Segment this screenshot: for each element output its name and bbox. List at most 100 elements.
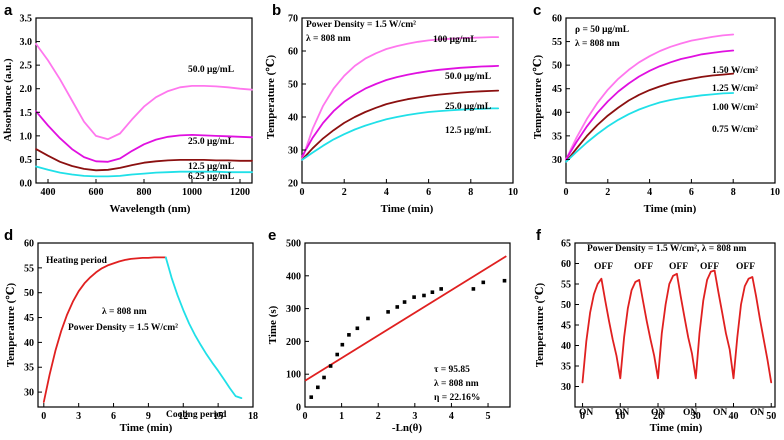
plot-area-a [35, 17, 253, 184]
fit-line-e [304, 255, 507, 382]
y-tick-label-c-5: 55 [552, 37, 562, 48]
y-tick-label-f-2: 40 [561, 341, 571, 352]
y-tick-label-f-0: 30 [561, 382, 571, 393]
panel-label-f: f [536, 227, 542, 244]
info-d-wavelength: λ = 808 nm [102, 307, 147, 317]
info-e-eta: η = 22.16% [434, 393, 480, 403]
series-line-c-0 [565, 33, 735, 161]
series-line-f-0 [581, 269, 773, 384]
y-tick-label-f-4: 50 [561, 300, 571, 311]
x-tick-label-b-0: 0 [300, 187, 305, 198]
series-line-b-0 [301, 36, 500, 161]
x-axis-label-b: Time (min) [381, 203, 434, 215]
y-tick-label-d-2: 40 [24, 338, 34, 349]
y-tick-label-a-1: 0.5 [20, 155, 33, 166]
axis-ticks-e: 0 1 2 3 4 5 0 100 200 300 400 500 [286, 239, 491, 423]
axis-ticks-b: 0 2 4 6 8 10 20 30 40 50 60 70 [288, 14, 518, 199]
x-tick-label-c-2: 4 [647, 187, 652, 198]
x-tick-label-a-4: 1200 [230, 187, 250, 198]
plot-area-b [301, 17, 514, 184]
series-line-c-3 [565, 92, 735, 163]
x-tick-label-c-5: 10 [770, 187, 780, 198]
axis-ticks-f: 0 10 20 30 40 50 30 35 40 45 50 55 60 65 [561, 239, 776, 423]
y-tick-label-c-0: 30 [552, 155, 562, 166]
info-f: Power Density = 1.5 W/cm², λ = 808 nm [587, 244, 747, 254]
y-tick-label-c-6: 60 [552, 14, 562, 25]
series-line-d-1 [164, 256, 243, 399]
annotation-b-50: 50.0 μg/mL [445, 72, 491, 82]
scatter-point-e-16 [471, 287, 476, 291]
annotation-f-on-3: ON [651, 408, 665, 418]
panel-f: f 0 10 20 30 40 50 30 35 40 45 50 55 60 65 Time (min)… [534, 227, 776, 434]
x-tick-label-d-3: 9 [146, 411, 151, 422]
x-tick-label-e-2: 2 [376, 411, 381, 422]
y-tick-label-c-2: 40 [552, 108, 562, 119]
info-c-wavelength: λ = 808 nm [575, 39, 620, 49]
plot-area-c [565, 17, 776, 184]
y-tick-label-a-6: 3.0 [20, 37, 33, 48]
scatter-point-e-0 [309, 395, 314, 399]
annotation-f-off-1: OFF [594, 262, 613, 272]
y-tick-label-a-2: 1.0 [20, 131, 33, 142]
plot-frame-b [301, 17, 514, 184]
annotation-a-6: 6.25 μg/mL [188, 172, 234, 182]
y-tick-label-d-1: 35 [24, 363, 34, 374]
x-tick-label-a-2: 800 [137, 187, 152, 198]
annotation-f-off-3: OFF [669, 262, 688, 272]
annotation-b-25: 25.0 μg/mL [445, 102, 491, 112]
panel-label-d: d [4, 227, 13, 244]
x-tick-label-f-5: 50 [766, 411, 776, 422]
y-tick-label-f-6: 60 [561, 259, 571, 270]
x-tick-label-e-5: 5 [486, 411, 491, 422]
annotation-d-heating: Heating period [46, 256, 108, 266]
x-tick-label-c-3: 6 [689, 187, 694, 198]
x-tick-label-f-2: 20 [653, 411, 663, 422]
y-tick-label-b-4: 60 [288, 47, 298, 58]
x-tick-label-d-6: 18 [248, 411, 258, 422]
scatter-point-e-5 [340, 342, 345, 347]
y-axis-label-d: Temperature (℃) [5, 282, 17, 367]
x-tick-label-b-5: 10 [508, 187, 518, 198]
x-axis-label-d: Time (min) [120, 422, 173, 434]
y-axis-label-e: Time (s) [267, 305, 279, 344]
scatter-point-e-8 [366, 316, 370, 321]
annotation-c-075: 0.75 W/cm² [712, 125, 758, 135]
annotation-c-150: 1.50 W/cm² [712, 66, 758, 76]
y-tick-label-b-0: 20 [288, 179, 298, 190]
y-tick-label-e-0: 0 [296, 403, 301, 414]
info-e-wavelength: λ = 808 nm [434, 379, 479, 389]
annotation-a-12: 12.5 μg/mL [188, 162, 234, 172]
y-tick-label-e-5: 500 [286, 239, 301, 250]
x-tick-label-b-3: 6 [426, 187, 431, 198]
y-tick-label-a-3: 1.5 [20, 108, 33, 119]
x-tick-label-e-4: 4 [449, 411, 454, 422]
annotation-f-off-2: OFF [634, 262, 653, 272]
series-line-c-2 [565, 72, 735, 163]
y-tick-label-a-7: 3.5 [20, 14, 33, 25]
scatter-point-e-17 [481, 280, 486, 285]
x-tick-label-c-1: 2 [605, 187, 610, 198]
x-tick-label-e-3: 3 [412, 411, 417, 422]
x-axis-label-a: Wavelength (nm) [110, 203, 191, 215]
plot-frame-e [304, 242, 511, 408]
plot-area-e [304, 242, 511, 408]
axis-ticks-d: 0 3 6 9 12 15 18 30 35 40 45 50 55 60 [24, 239, 258, 423]
x-axis-label-f: Time (min) [650, 422, 703, 434]
y-tick-label-c-4: 50 [552, 61, 562, 72]
y-tick-label-f-7: 65 [561, 239, 571, 250]
panel-d: d 0 3 6 9 12 15 18 30 35 40 45 50 55 60 Time (min) Te… [4, 227, 258, 434]
x-tick-label-f-1: 10 [615, 411, 625, 422]
x-axis-label-e: -Ln(θ) [392, 422, 423, 434]
series-line-a-3 [35, 165, 253, 178]
scatter-point-e-6 [347, 333, 351, 337]
scatter-point-e-15 [439, 287, 443, 291]
y-tick-label-c-3: 45 [552, 84, 562, 95]
series-line-d-0 [42, 256, 167, 403]
x-tick-label-a-0: 400 [41, 187, 56, 198]
scatter-point-e-7 [355, 326, 360, 331]
scatter-point-e-4 [335, 352, 340, 357]
annotation-c-125: 1.25 W/cm² [712, 84, 758, 94]
annotation-b-12: 12.5 μg/mL [445, 126, 491, 136]
x-tick-label-f-4: 40 [728, 411, 738, 422]
